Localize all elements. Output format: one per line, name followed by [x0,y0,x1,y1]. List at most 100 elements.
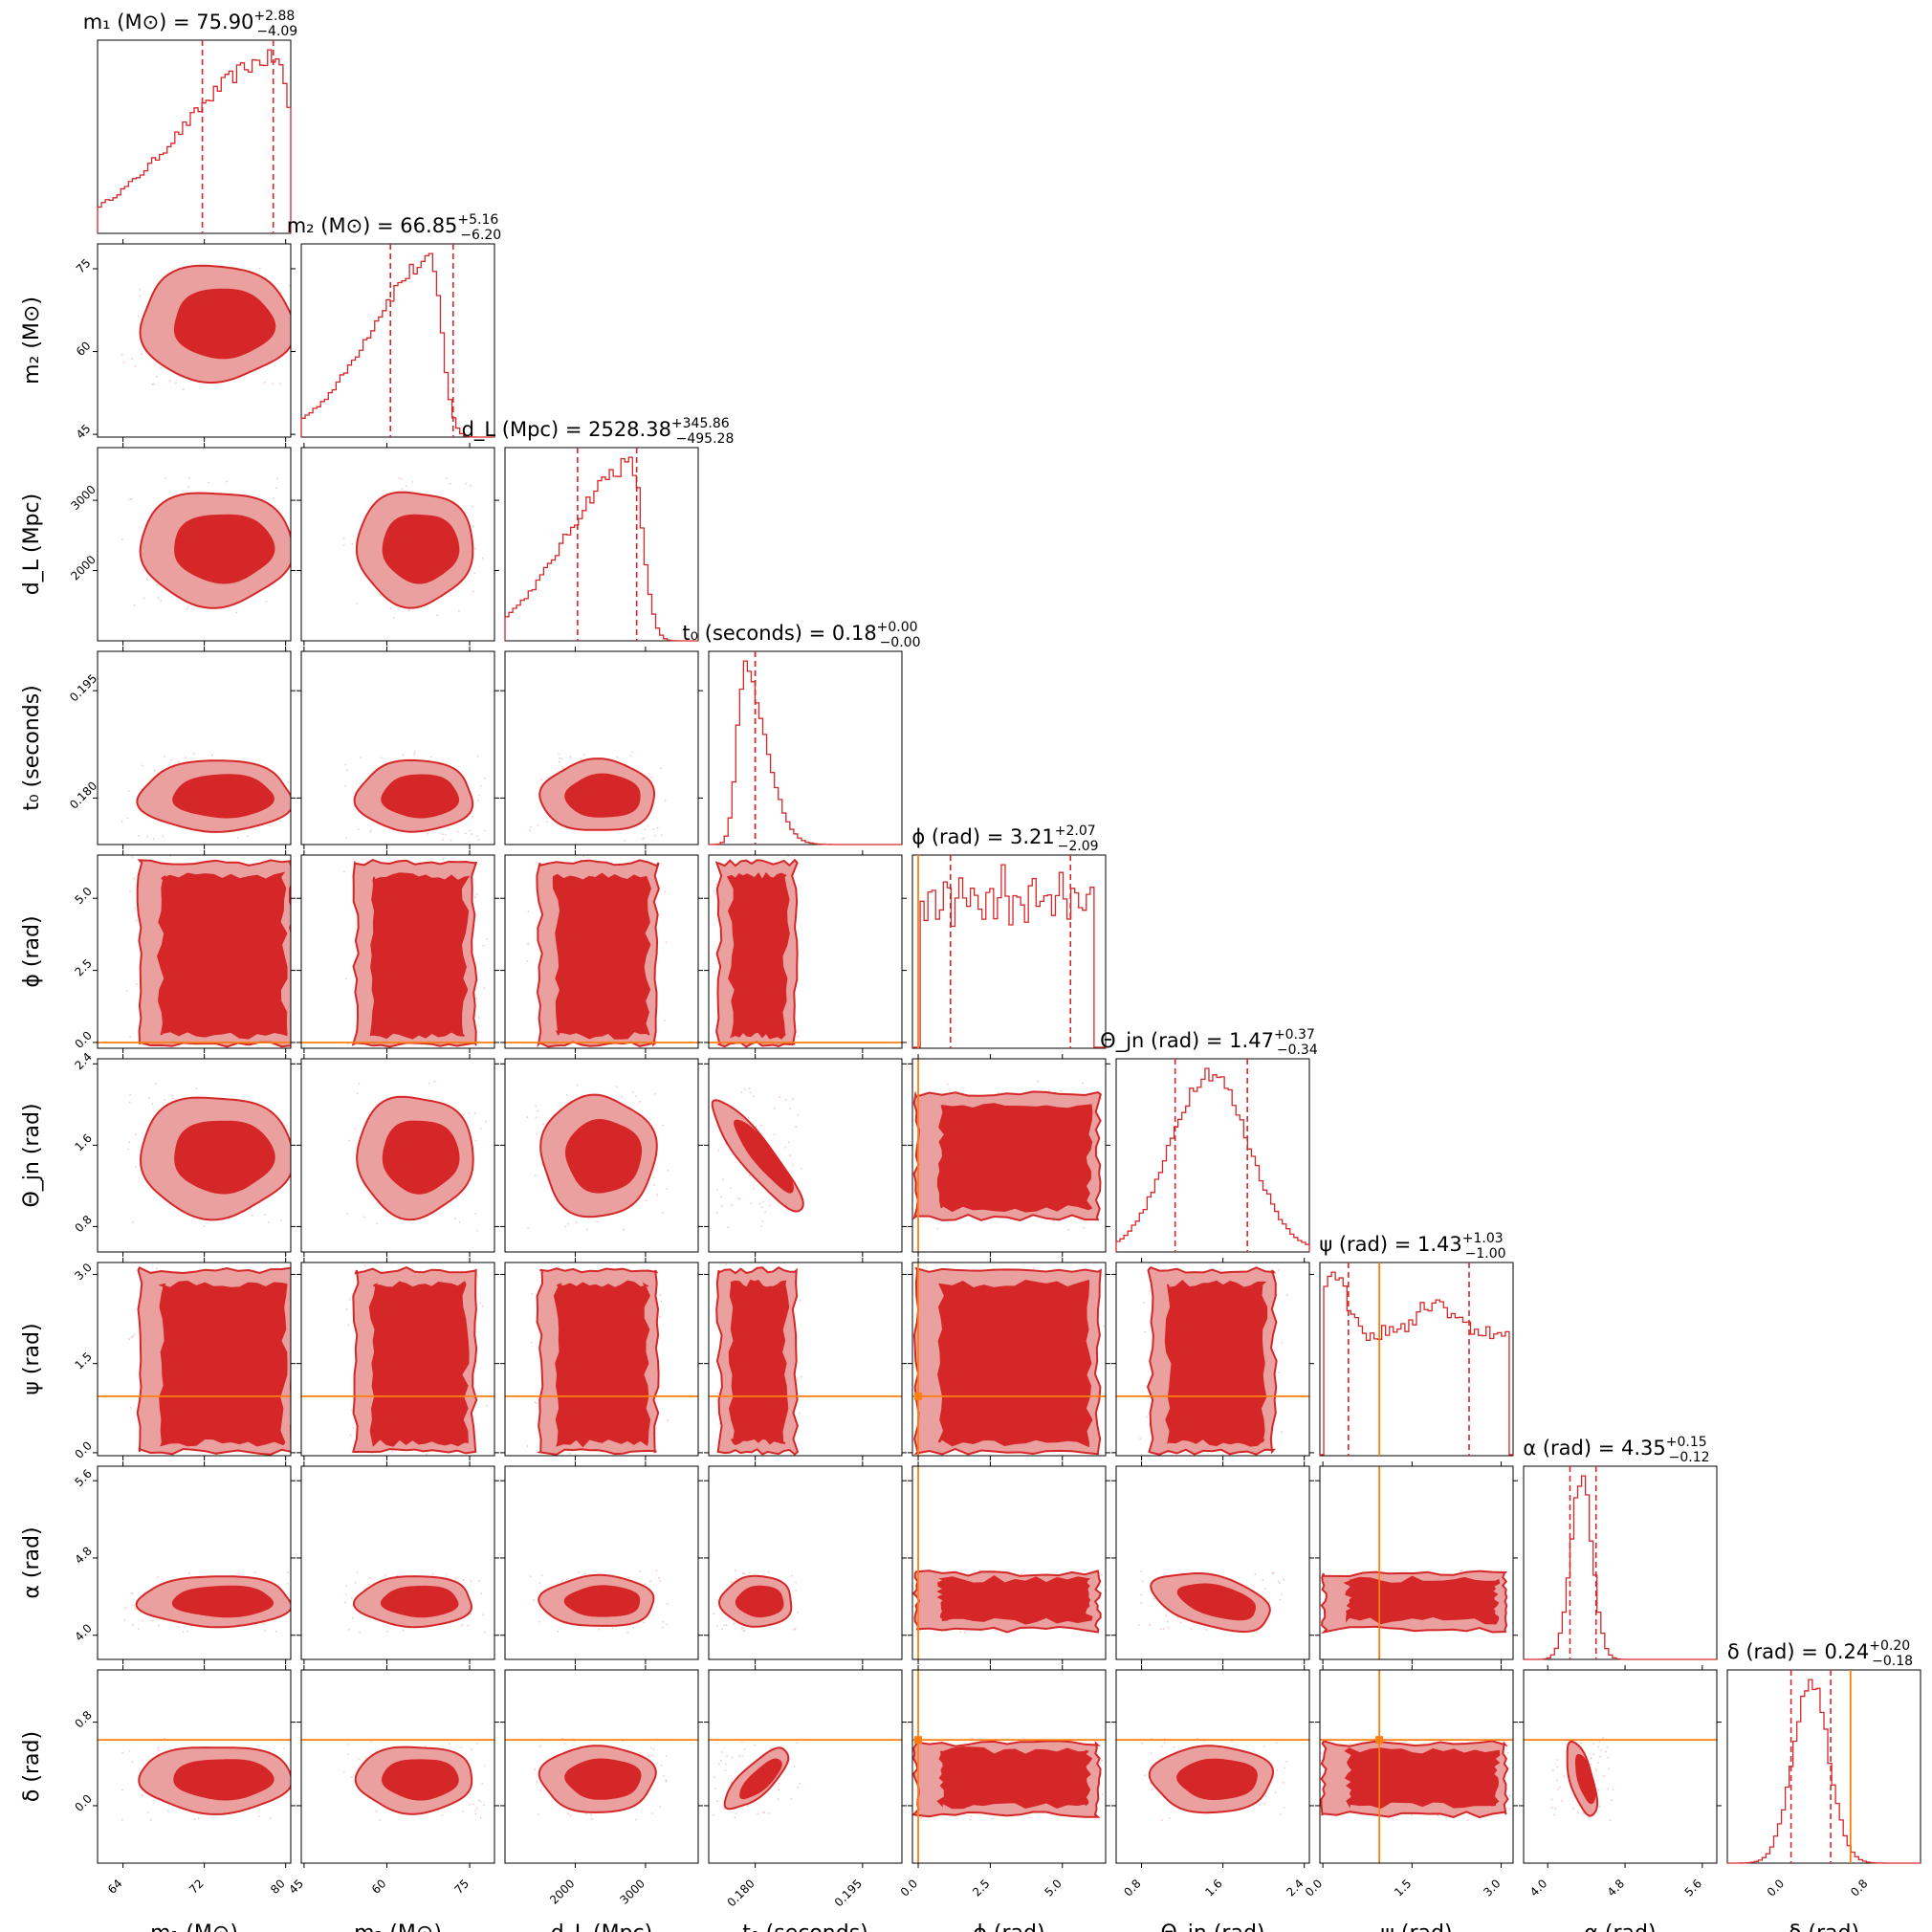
scatter-point [666,1623,668,1626]
hist-panel-delta: δ (rad) = 0.24+0.20 −0.18 [1726,1638,1921,1864]
scatter-point [295,285,296,287]
panel-frame-alpha-m1 [97,1465,292,1660]
scatter-point [469,829,472,832]
scatter-point [1279,1598,1282,1601]
scatter-point [352,840,354,842]
scatter-point [1268,1601,1270,1603]
scatter-point [280,1219,282,1222]
y-axis-label-theta: Θ_jn (rad) [20,1103,44,1207]
scatter-point [146,1468,148,1470]
panel-frame-t0-m1 [97,650,292,845]
scatter-point [905,1810,907,1811]
panel-content-t0-m2 [344,751,486,842]
hist-step-alpha [1524,1475,1717,1660]
scatter-point [899,1818,901,1820]
panel-frame-delta-theta [1115,1669,1310,1864]
scatter-point [660,1300,663,1303]
scatter-point [1608,1767,1611,1770]
scatter-point [716,1800,718,1802]
scatter-point [1594,1768,1597,1771]
scatter-point [164,476,166,479]
scatter-point [1550,1807,1553,1810]
scatter-point [760,1124,762,1127]
scatter-point [1028,1816,1031,1819]
scatter-point [137,1628,140,1630]
x-axis-label-m2: m₂ (M⊙) [354,1921,442,1932]
scatter-point [797,1113,800,1116]
scatter-point [474,1213,476,1215]
scatter-point [785,1469,787,1471]
scatter-point [584,1572,587,1575]
scatter-point [1305,1620,1306,1622]
scatter-point [998,1091,999,1094]
scatter-point [459,1746,462,1748]
scatter-point [773,1133,776,1135]
scatter-point [714,1788,716,1790]
scatter-point [539,1789,542,1791]
scatter-point [905,1760,907,1762]
scatter-point [665,941,668,944]
x-axis-label-dL: d_L (Mpc) [551,1921,652,1932]
scatter-point [124,1607,127,1610]
scatter-point [1140,1593,1142,1596]
panel-delta-vs-m1 [93,1665,296,1868]
scatter-point [1168,1627,1170,1629]
scatter-point [964,1631,966,1634]
scatter-point [655,1570,658,1572]
scatter-point [274,487,277,490]
scatter-point [472,1803,474,1806]
scatter-point [360,757,362,758]
scatter-point [1150,1752,1153,1755]
scatter-point [401,488,404,490]
scatter-point [133,1064,135,1065]
scatter-point [748,1175,751,1177]
scatter-point [345,836,347,839]
scatter-point [714,892,716,895]
y-tick-label-delta: 0.8 [72,1708,94,1730]
scatter-point [978,1570,981,1571]
x-tick-label-dL: 2000 [547,1877,577,1906]
scatter-point [790,1798,793,1800]
scatter-point [190,841,192,843]
scatter-point [639,1751,642,1754]
panel-content-psi-t0 [709,1262,902,1471]
scatter-point [169,1062,171,1064]
scatter-point [764,1053,766,1055]
scatter-point [139,323,141,326]
panel-frame-alpha-m2 [300,1465,495,1660]
scatter-point [652,1748,655,1751]
hist-title-alpha: α (rad) = 4.35+0.15 −0.12 [1523,1435,1709,1465]
scatter-point [642,1460,644,1461]
scatter-point [135,1166,137,1168]
scatter-point [187,1630,188,1633]
scatter-point [1285,1761,1288,1763]
panel-phi-vs-m2 [296,840,499,1053]
panel-frame-delta-m1 [97,1669,292,1864]
scatter-point [777,1798,779,1800]
scatter-point [613,1469,615,1471]
scatter-point [352,1426,355,1429]
scatter-point [1179,1621,1182,1624]
scatter-point [292,1794,294,1796]
scatter-point [477,1799,480,1801]
scatter-point [743,1630,746,1632]
scatter-point [557,1630,560,1633]
panel-content-delta-m1 [98,1737,294,1821]
scatter-point [162,835,165,837]
scatter-point [1612,1789,1614,1790]
scatter-point [653,834,656,837]
scatter-point [651,1812,653,1814]
scatter-point [1598,1741,1601,1744]
scatter-point [347,1043,349,1045]
scatter-point [475,998,478,1000]
scatter-point [155,1267,158,1270]
contour-inner [158,1280,288,1447]
scatter-point [296,1134,298,1136]
scatter-point [730,1187,732,1189]
x-tick-label-phi: 0.0 [898,1877,920,1899]
scatter-point [235,611,238,614]
x-tick-label-psi: 0.0 [1303,1877,1325,1899]
scatter-point [287,1571,289,1574]
scatter-point [664,800,667,801]
scatter-point [133,604,136,606]
